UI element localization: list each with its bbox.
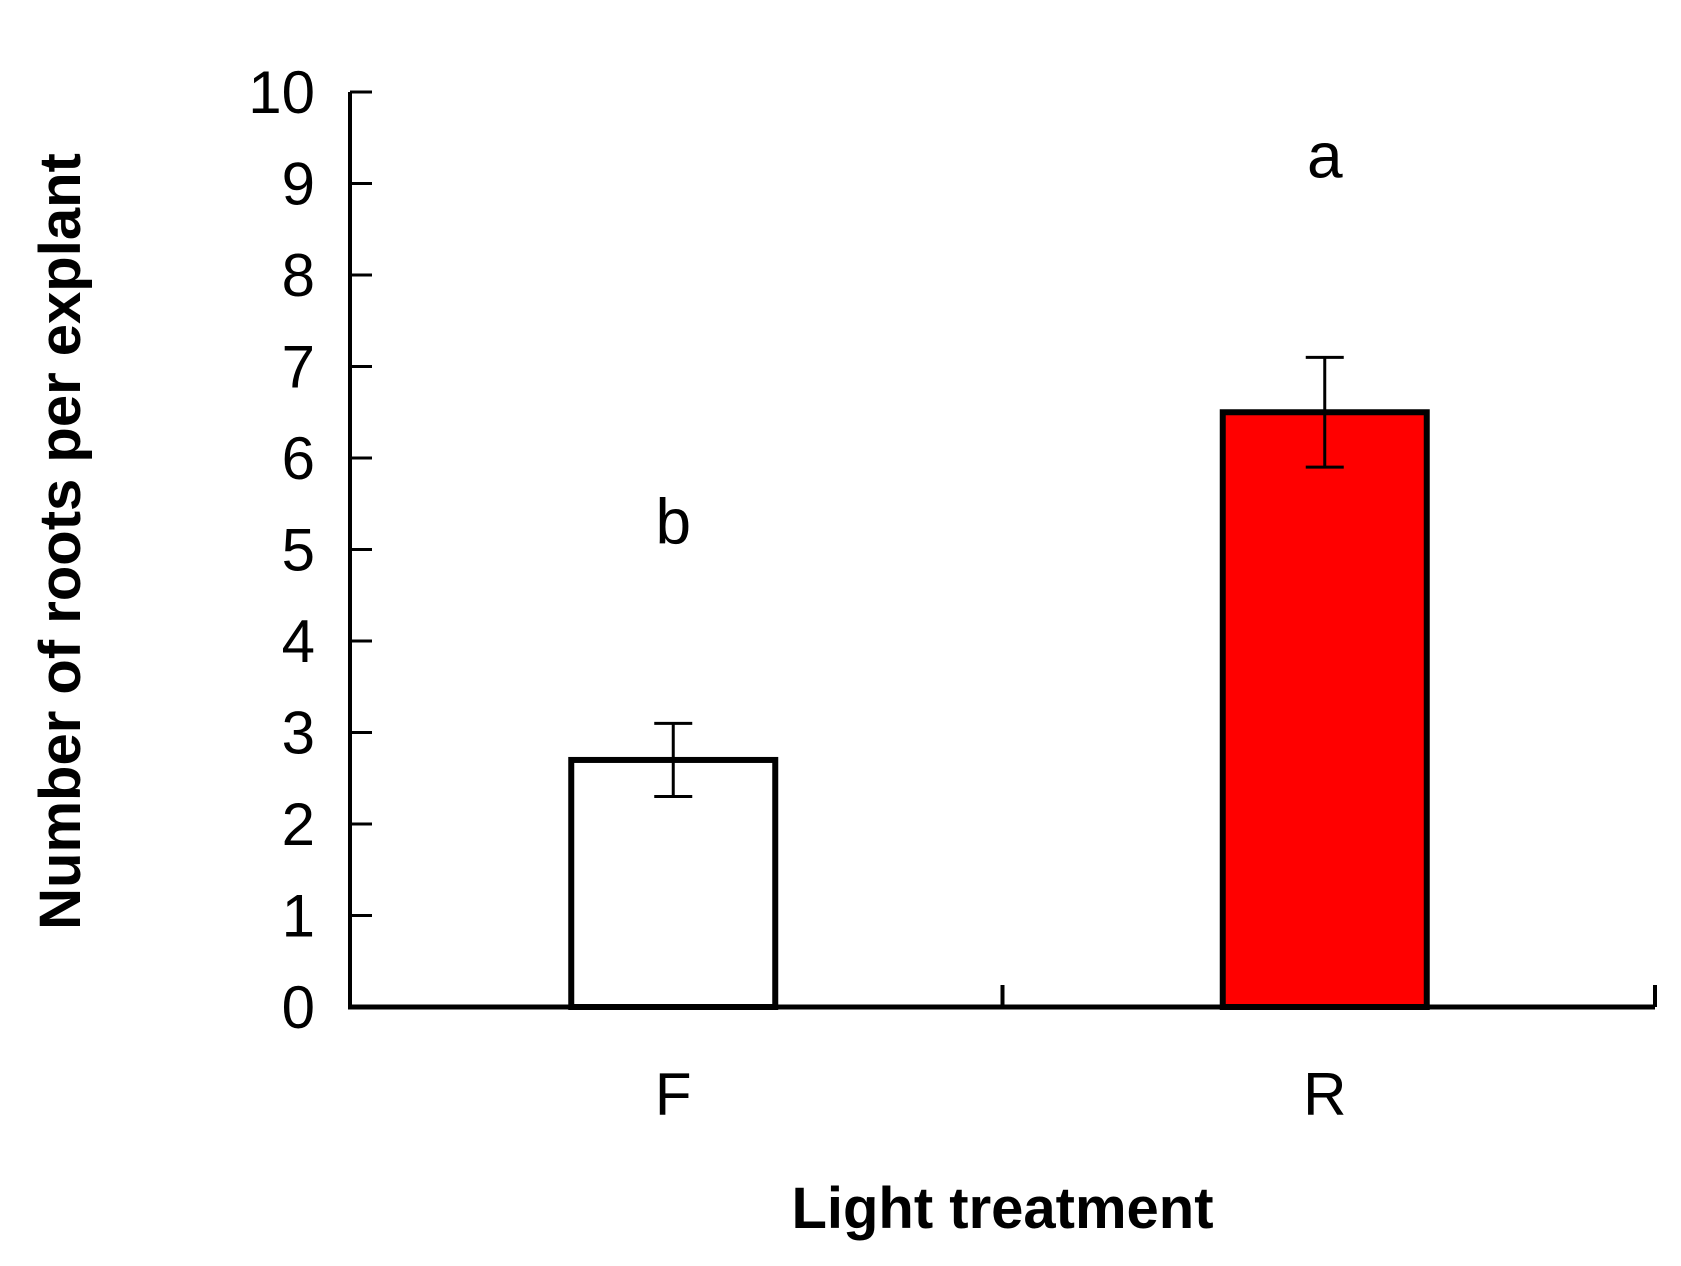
y-axis-title: Number of roots per explant (28, 153, 93, 930)
bar-R (1219, 409, 1430, 1010)
significance-letter-F: b (655, 485, 691, 557)
error-bar-R (1305, 355, 1344, 469)
significance-letters: ba (655, 119, 1343, 557)
y-tick-label: 7 (282, 334, 315, 401)
y-tick-label: 0 (282, 974, 315, 1041)
significance-letter-R: a (1307, 119, 1343, 191)
y-tick-label: 3 (282, 700, 315, 767)
y-tick-label: 2 (282, 791, 315, 858)
y-tick-label: 9 (282, 151, 315, 218)
y-tick-label: 8 (282, 242, 315, 309)
x-axis-category-ticks (348, 985, 1657, 1007)
y-axis-ticks: 0 1 2 3 4 5 6 7 8 9 10 (248, 59, 372, 1041)
y-tick-label: 1 (282, 883, 315, 950)
bars (568, 409, 1430, 1011)
y-tick-label: 4 (282, 608, 315, 675)
bar-F (568, 756, 779, 1011)
y-tick-label: 5 (282, 517, 315, 584)
category-label-F: F (655, 1061, 692, 1128)
category-label-R: R (1303, 1061, 1346, 1128)
y-tick-label: 6 (282, 425, 315, 492)
error-bars (654, 355, 1344, 799)
x-axis-title: Light treatment (791, 1176, 1213, 1241)
error-bar-F (654, 721, 693, 799)
y-tick-label: 10 (248, 59, 315, 126)
